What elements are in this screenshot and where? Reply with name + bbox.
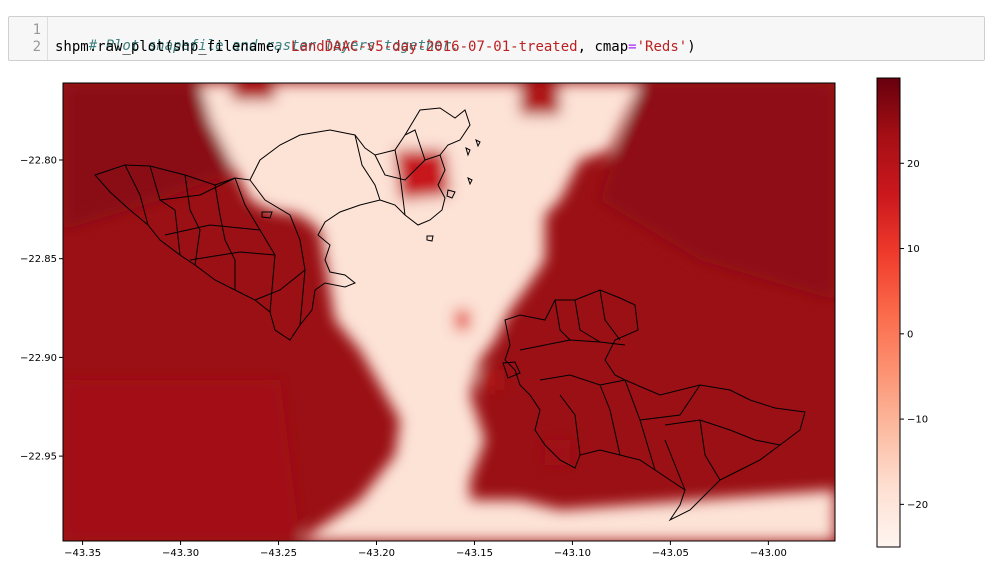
x-tick-label: −43.20 bbox=[358, 548, 395, 559]
raster-plot-figure: −43.35 −43.30 −43.25 −43.20 −43.15 −43.10 −43.… bbox=[20, 77, 928, 559]
district-boundary bbox=[189, 251, 276, 261]
warm-patch bbox=[395, 150, 450, 200]
municipality-outline bbox=[504, 289, 806, 522]
cool-region bbox=[200, 83, 835, 541]
x-tick-label: −43.30 bbox=[162, 548, 199, 559]
district-boundary bbox=[539, 374, 626, 386]
district-boundary bbox=[599, 384, 621, 456]
colorbar-tick-label: 10 bbox=[907, 244, 920, 255]
code-cell[interactable]: 1 2 # Plot shapefile and raster layers t… bbox=[8, 16, 985, 61]
district-boundary bbox=[664, 419, 781, 446]
hot-region bbox=[63, 380, 300, 541]
district-boundary bbox=[354, 134, 381, 201]
code-close-paren: ) bbox=[687, 39, 696, 55]
district-boundary bbox=[664, 439, 686, 491]
district-boundary bbox=[559, 394, 581, 456]
colorbar-tick-label: −10 bbox=[907, 415, 928, 426]
district-boundary bbox=[159, 177, 236, 201]
district-boundary bbox=[574, 299, 601, 343]
line-number: 2 bbox=[32, 39, 41, 55]
district-boundary bbox=[639, 384, 701, 421]
district-boundary bbox=[599, 289, 621, 341]
code-comment: # Plot shapefile and raster layers toget… bbox=[88, 38, 460, 54]
colorbar-tick-label: 20 bbox=[907, 159, 920, 170]
colorbar bbox=[876, 77, 901, 548]
code-operator: = bbox=[628, 39, 637, 55]
district-boundary bbox=[164, 224, 261, 236]
code-call: shpm.raw_plot(shp_filename, bbox=[55, 39, 292, 55]
x-tick-label: −43.05 bbox=[652, 548, 689, 559]
hot-region bbox=[600, 83, 835, 300]
district-boundary bbox=[554, 299, 571, 341]
shapefile-outlines bbox=[94, 107, 806, 522]
district-boundary bbox=[254, 269, 306, 301]
code-arg: , cmap bbox=[577, 39, 629, 55]
district-boundary bbox=[249, 179, 306, 326]
island-outline bbox=[475, 139, 481, 148]
x-tick-label: −43.15 bbox=[456, 548, 493, 559]
x-tick-label: −43.00 bbox=[750, 548, 787, 559]
district-boundary bbox=[184, 174, 201, 266]
y-tick-label: −22.90 bbox=[20, 353, 57, 364]
warm-patch bbox=[455, 310, 470, 330]
code-variable: LandDAAC-v5-day-2016-07-01-treated bbox=[291, 39, 578, 55]
district-boundary bbox=[214, 184, 236, 290]
colorbar-tick-label: 0 bbox=[907, 329, 913, 340]
hot-region bbox=[63, 83, 235, 230]
raster-layer bbox=[63, 83, 835, 541]
warm-patch bbox=[520, 83, 560, 115]
code-string: 'Reds' bbox=[636, 39, 688, 55]
y-tick-label: −22.80 bbox=[20, 155, 57, 166]
island-outline bbox=[426, 235, 434, 242]
coastline-outline bbox=[404, 107, 471, 156]
x-axis: −43.35 −43.30 −43.25 −43.20 −43.15 −43.10 −43.… bbox=[64, 541, 787, 559]
x-tick-label: −43.35 bbox=[64, 548, 101, 559]
line-number: 1 bbox=[32, 22, 41, 38]
island-outline bbox=[261, 211, 273, 219]
warm-patch bbox=[480, 370, 500, 390]
code-line-1[interactable]: # Plot shapefile and raster layers toget… bbox=[55, 22, 460, 70]
island-outline bbox=[502, 361, 521, 379]
island-outline bbox=[467, 177, 473, 186]
axes-frame bbox=[62, 82, 836, 542]
municipality-outline bbox=[94, 129, 446, 341]
district-boundary bbox=[699, 419, 721, 481]
x-tick-label: −43.10 bbox=[554, 548, 591, 559]
district-boundary bbox=[394, 149, 406, 216]
island-outline bbox=[446, 189, 456, 199]
district-boundary bbox=[374, 154, 426, 181]
code-line-2[interactable]: shpm.raw_plot(shp_filename, LandDAAC-v5-… bbox=[55, 39, 696, 55]
line-number-gutter: 1 2 bbox=[9, 17, 48, 60]
colorbar-tick-label: −20 bbox=[907, 500, 928, 511]
warm-patch bbox=[232, 83, 275, 100]
y-axis: −22.80 −22.85 −22.90 −22.95 bbox=[20, 155, 63, 463]
x-tick-label: −43.25 bbox=[260, 548, 297, 559]
y-tick-label: −22.95 bbox=[20, 452, 57, 463]
district-boundary bbox=[124, 164, 149, 226]
warm-patch bbox=[545, 440, 570, 465]
colorbar-axis: 20 10 0 −10 −20 bbox=[900, 159, 928, 511]
island-outline bbox=[465, 147, 471, 157]
y-tick-label: −22.85 bbox=[20, 254, 57, 265]
